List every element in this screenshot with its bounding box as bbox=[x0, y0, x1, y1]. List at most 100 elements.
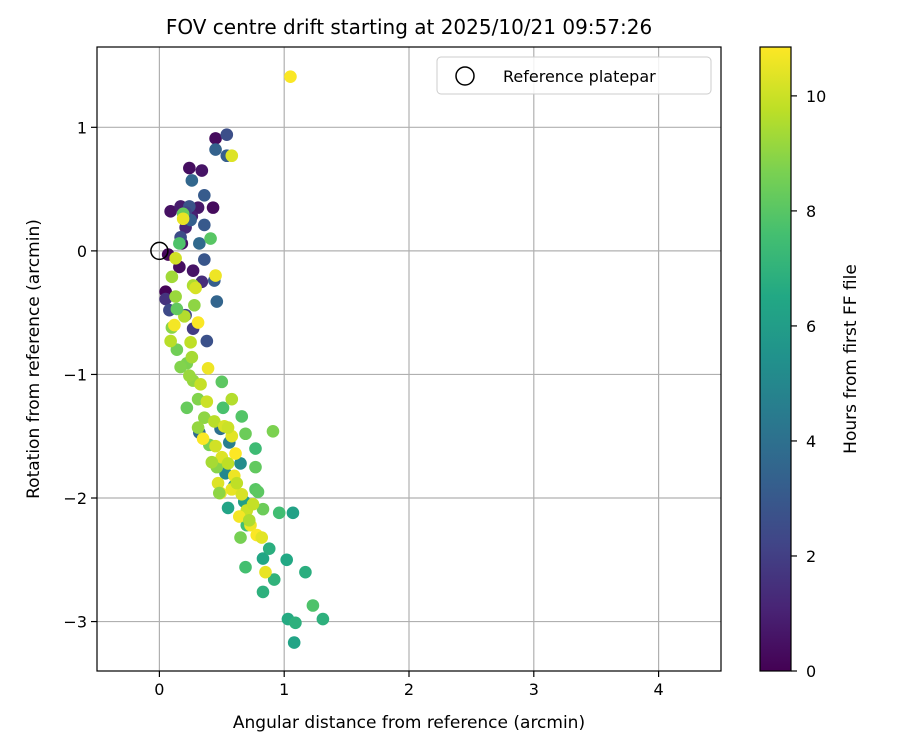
data-point bbox=[205, 455, 219, 469]
data-point bbox=[165, 270, 179, 284]
data-point bbox=[186, 264, 200, 277]
x-axis-ticks: 0 1 2 3 4 bbox=[154, 671, 664, 699]
colorbar-tick-label: 0 bbox=[806, 662, 816, 681]
data-point bbox=[259, 565, 272, 579]
data-point bbox=[230, 476, 244, 490]
x-tick-label: 1 bbox=[279, 680, 289, 699]
data-point bbox=[251, 485, 265, 499]
chart-title: FOV centre drift starting at 2025/10/21 … bbox=[166, 15, 652, 39]
legend-entry-reference-platepar: Reference platepar bbox=[503, 67, 656, 86]
legend-box bbox=[436, 56, 712, 95]
legend: Reference platepar bbox=[436, 56, 712, 95]
data-point bbox=[164, 334, 177, 348]
data-point bbox=[235, 410, 249, 423]
data-point bbox=[267, 573, 281, 586]
data-point bbox=[174, 360, 187, 374]
scatter-points bbox=[159, 70, 330, 649]
data-point bbox=[188, 298, 201, 312]
data-point bbox=[209, 143, 222, 156]
data-point bbox=[201, 361, 215, 375]
x-tick-label: 0 bbox=[154, 680, 164, 699]
data-point bbox=[272, 506, 286, 520]
data-point bbox=[246, 497, 260, 511]
colorbar-tick-label: 4 bbox=[806, 432, 816, 451]
data-point bbox=[221, 421, 235, 434]
data-point bbox=[299, 565, 312, 579]
y-axis-ticks: 1 0 −1 −2 −3 bbox=[63, 118, 97, 632]
colorbar: 0 2 4 6 8 10 Hours from first FF file bbox=[759, 46, 861, 681]
data-point bbox=[242, 513, 256, 527]
data-point bbox=[255, 531, 269, 544]
data-point bbox=[183, 369, 196, 382]
reference-platepar-marker bbox=[150, 241, 169, 261]
data-point bbox=[168, 318, 181, 332]
data-point bbox=[180, 401, 194, 415]
x-tick-label: 2 bbox=[404, 680, 414, 699]
data-point bbox=[289, 616, 302, 630]
data-point bbox=[229, 447, 242, 460]
grid-lines bbox=[97, 47, 721, 671]
data-point bbox=[198, 411, 211, 424]
data-point bbox=[173, 237, 186, 250]
data-point bbox=[284, 70, 297, 83]
data-point bbox=[169, 290, 182, 303]
colorbar-gradient bbox=[759, 46, 792, 672]
data-point bbox=[191, 421, 205, 434]
y-axis-label: Rotation from reference (arcmin) bbox=[24, 219, 44, 499]
data-point bbox=[189, 281, 202, 295]
data-point bbox=[159, 292, 172, 306]
data-point bbox=[208, 415, 221, 428]
data-point bbox=[206, 201, 220, 214]
data-point bbox=[249, 460, 262, 474]
data-point bbox=[183, 161, 196, 175]
y-tick-label: 1 bbox=[77, 118, 87, 137]
data-point bbox=[262, 542, 276, 555]
data-point bbox=[235, 488, 249, 501]
data-point bbox=[221, 457, 235, 470]
data-point bbox=[210, 295, 224, 308]
data-point bbox=[225, 392, 239, 406]
x-axis-label: Angular distance from reference (arcmin) bbox=[233, 713, 585, 733]
data-point bbox=[164, 205, 177, 218]
data-point bbox=[256, 552, 270, 565]
data-point bbox=[198, 218, 211, 232]
data-point bbox=[234, 457, 247, 470]
y-tick-label: −2 bbox=[63, 489, 87, 508]
legend-marker-icon bbox=[455, 66, 475, 86]
colorbar-tick-label: 8 bbox=[806, 202, 816, 221]
colorbar-ticks: 0 2 4 6 8 10 bbox=[791, 87, 826, 681]
data-point bbox=[239, 560, 252, 574]
data-point bbox=[185, 174, 199, 187]
data-point bbox=[215, 375, 229, 389]
data-point bbox=[213, 486, 226, 500]
colorbar-tick-label: 2 bbox=[806, 547, 816, 566]
x-tick-label: 3 bbox=[529, 680, 539, 699]
data-point bbox=[239, 427, 252, 441]
y-tick-label: −1 bbox=[63, 365, 87, 384]
data-point bbox=[306, 599, 320, 612]
x-tick-label: 4 bbox=[654, 680, 664, 699]
y-tick-label: −3 bbox=[63, 613, 87, 632]
data-point bbox=[198, 253, 211, 266]
data-point bbox=[195, 164, 209, 177]
data-point bbox=[234, 531, 247, 544]
data-point bbox=[184, 336, 197, 349]
data-point bbox=[194, 378, 207, 391]
data-point bbox=[256, 502, 270, 516]
data-point bbox=[209, 269, 222, 282]
data-point bbox=[170, 343, 184, 357]
data-point bbox=[280, 553, 293, 567]
data-point bbox=[209, 132, 222, 145]
colorbar-tick-label: 6 bbox=[806, 317, 816, 336]
data-point bbox=[204, 232, 217, 245]
data-point bbox=[220, 128, 234, 142]
data-point bbox=[200, 334, 214, 348]
data-point bbox=[287, 636, 301, 649]
data-point bbox=[200, 395, 214, 408]
data-point bbox=[256, 585, 270, 599]
data-point bbox=[170, 302, 184, 316]
data-point bbox=[316, 612, 330, 626]
colorbar-tick-label: 10 bbox=[806, 87, 826, 106]
data-point bbox=[266, 424, 280, 438]
